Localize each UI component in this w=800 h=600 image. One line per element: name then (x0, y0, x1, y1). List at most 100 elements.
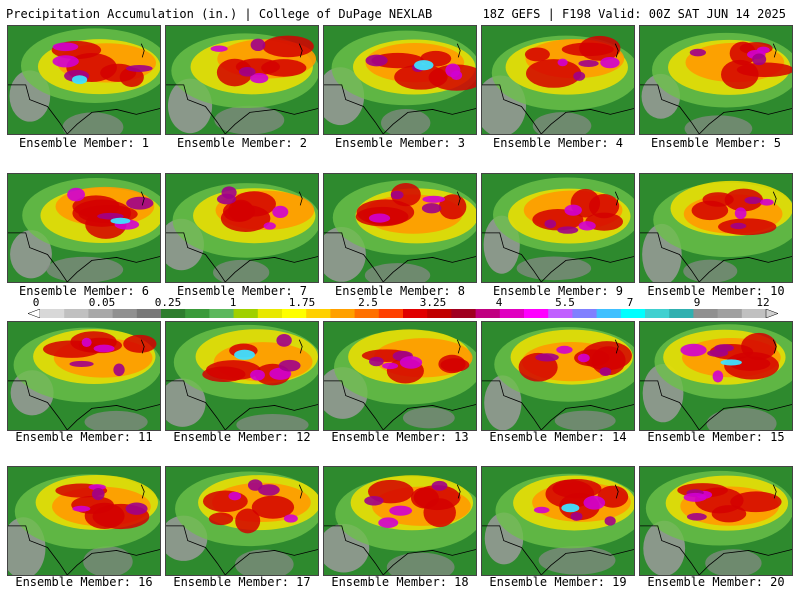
model-valid-time: 18Z GEFS | F198 Valid: 00Z SAT JUN 14 20… (482, 7, 786, 21)
colorbar-swatch (451, 309, 477, 318)
colorbar-swatch (354, 309, 380, 318)
ensemble-member-label: Ensemble Member: 13 (331, 430, 469, 444)
colorbar-swatch (645, 309, 670, 318)
ensemble-member-label: Ensemble Member: 8 (334, 284, 466, 298)
ensemble-member-label: Ensemble Member: 6 (18, 284, 150, 298)
colorbar-swatch (693, 309, 719, 318)
precip-map (640, 467, 792, 575)
colorbar-tick-label: 0.25 (154, 296, 182, 309)
colorbar-swatch (257, 309, 283, 318)
ensemble-member-label: Ensemble Member: 3 (334, 136, 466, 150)
ensemble-member-label: Ensemble Member: 7 (176, 284, 308, 298)
ensemble-member-map (481, 25, 635, 135)
colorbar-min-arrow (28, 309, 41, 318)
ensemble-member-map (639, 173, 793, 283)
ensemble-member-map (323, 173, 477, 283)
ensemble-member-map (165, 466, 319, 576)
ensemble-member-map (165, 25, 319, 135)
precip-map (8, 26, 160, 134)
ensemble-member-label: Ensemble Member: 10 (647, 284, 785, 298)
precip-map (640, 26, 792, 134)
colorbar-swatch (717, 309, 743, 318)
colorbar-max-arrow (765, 309, 778, 318)
colorbar-tick-label: 1.75 (288, 296, 316, 309)
ensemble-member-label: Ensemble Member: 14 (489, 430, 627, 444)
ensemble-member-map (7, 173, 161, 283)
ensemble-member-map (639, 25, 793, 135)
ensemble-member-label: Ensemble Member: 15 (647, 430, 785, 444)
colorbar-swatch (475, 309, 501, 318)
precip-map (324, 26, 476, 134)
precip-map (482, 26, 634, 134)
ensemble-member-label: Ensemble Member: 18 (331, 575, 469, 589)
precip-map (482, 467, 634, 575)
map-title: Precipitation Accumulation (in.) | Colle… (6, 7, 433, 21)
colorbar-swatch (499, 309, 525, 318)
ensemble-member-map (165, 173, 319, 283)
precip-map (8, 174, 160, 282)
colorbar-swatch (403, 309, 428, 318)
ensemble-member-map (323, 321, 477, 431)
ensemble-member-map (7, 321, 161, 431)
colorbar-tick-label: 7 (626, 296, 634, 309)
precip-map (640, 322, 792, 430)
colorbar-swatch (306, 309, 331, 318)
ensemble-member-map (481, 466, 635, 576)
colorbar-swatch (88, 309, 114, 318)
colorbar-tick-label: 0.05 (88, 296, 116, 309)
colorbar-swatch (330, 309, 356, 318)
ensemble-member-map (481, 173, 635, 283)
colorbar-swatch (669, 309, 694, 318)
precip-map (8, 467, 160, 575)
ensemble-member-label: Ensemble Member: 2 (176, 136, 308, 150)
precip-map (640, 174, 792, 282)
colorbar-swatch (64, 309, 89, 318)
colorbar-swatch (112, 309, 138, 318)
colorbar-swatch (378, 309, 404, 318)
precip-map (166, 322, 318, 430)
colorbar-swatch (548, 309, 573, 318)
ensemble-member-map (639, 321, 793, 431)
colorbar-swatch (741, 309, 767, 318)
precip-map (324, 467, 476, 575)
colorbar-swatch (136, 309, 162, 318)
ensemble-member-label: Ensemble Member: 11 (15, 430, 153, 444)
colorbar-swatch (596, 309, 622, 318)
colorbar-swatch (40, 309, 65, 318)
precip-map (324, 174, 476, 282)
ensemble-member-label: Ensemble Member: 19 (489, 575, 627, 589)
colorbar-swatch (185, 309, 210, 318)
precip-map (166, 174, 318, 282)
ensemble-member-label: Ensemble Member: 1 (18, 136, 150, 150)
colorbar-tick-label: 12 (756, 296, 770, 309)
ensemble-member-map (481, 321, 635, 431)
ensemble-member-label: Ensemble Member: 9 (492, 284, 624, 298)
colorbar-tick-label: 5.5 (555, 296, 575, 309)
colorbar-tick-label: 0 (32, 296, 40, 309)
colorbar-swatch (427, 309, 452, 318)
ensemble-member-label: Ensemble Member: 16 (15, 575, 153, 589)
colorbar-tick-label: 2.5 (358, 296, 378, 309)
colorbar-tick-label: 4 (495, 296, 503, 309)
ensemble-member-map (323, 466, 477, 576)
ensemble-member-map (7, 25, 161, 135)
colorbar-swatch (282, 309, 307, 318)
precip-map (8, 322, 160, 430)
precip-map (166, 26, 318, 134)
ensemble-member-map (7, 466, 161, 576)
colorbar-swatch (161, 309, 186, 318)
precip-map (482, 174, 634, 282)
precip-map (166, 467, 318, 575)
colorbar-swatch (620, 309, 646, 318)
ensemble-member-map (165, 321, 319, 431)
colorbar-swatch (524, 309, 549, 318)
colorbar-swatch (233, 309, 259, 318)
colorbar-swatch (572, 309, 598, 318)
ensemble-member-label: Ensemble Member: 20 (647, 575, 785, 589)
ensemble-member-map (639, 466, 793, 576)
ensemble-member-map (323, 25, 477, 135)
precip-map (482, 322, 634, 430)
ensemble-member-label: Ensemble Member: 12 (173, 430, 311, 444)
ensemble-member-label: Ensemble Member: 17 (173, 575, 311, 589)
colorbar-tick-label: 3.25 (419, 296, 447, 309)
